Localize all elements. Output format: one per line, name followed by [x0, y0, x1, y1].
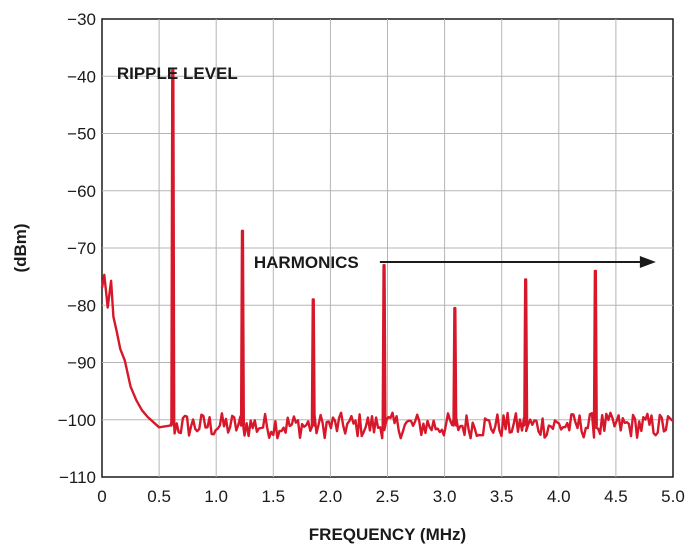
spectrum-line — [100, 69, 674, 440]
arrowhead-icon — [639, 256, 656, 269]
x-tick-label: 1.0 — [204, 487, 228, 506]
y-tick-label: −30 — [67, 10, 96, 29]
y-tick-label: −100 — [58, 411, 96, 430]
y-tick-label: −40 — [67, 67, 96, 86]
ripple-level-label: RIPPLE LEVEL — [117, 64, 238, 83]
x-tick-label: 2.5 — [376, 487, 400, 506]
x-tick-label: 0 — [97, 487, 106, 506]
y-tick-label: −90 — [67, 354, 96, 373]
x-tick-label: 2.0 — [319, 487, 343, 506]
x-tick-label: 4.5 — [604, 487, 628, 506]
harmonic-peaks — [171, 93, 597, 426]
y-tick-label: −110 — [59, 468, 96, 487]
x-axis-label: FREQUENCY (MHz) — [309, 525, 466, 544]
spectrum-trace — [100, 69, 674, 440]
y-tick-label: −70 — [67, 239, 96, 258]
y-tick-label: −50 — [67, 125, 96, 144]
x-tick-label: 3.5 — [490, 487, 514, 506]
y-axis-ticks: −30 −40 −50 −60 −70 −80 −90 −100 −110 — [58, 10, 96, 487]
harmonics-label: HARMONICS — [254, 253, 359, 272]
x-tick-label: 4.0 — [547, 487, 571, 506]
x-tick-label: 1.5 — [261, 487, 285, 506]
annotations: RIPPLE LEVEL HARMONICS — [117, 64, 656, 272]
y-tick-label: −60 — [67, 182, 96, 201]
y-axis-label: (dBm) — [11, 223, 30, 272]
x-tick-label: 0.5 — [147, 487, 171, 506]
grid — [102, 19, 673, 477]
x-tick-label: 3.0 — [433, 487, 457, 506]
x-tick-label: 5.0 — [661, 487, 685, 506]
x-axis-ticks: 0 0.5 1.0 1.5 2.0 2.5 3.0 3.5 4.0 4.5 5.0 — [97, 487, 685, 506]
y-tick-label: −80 — [67, 296, 96, 315]
